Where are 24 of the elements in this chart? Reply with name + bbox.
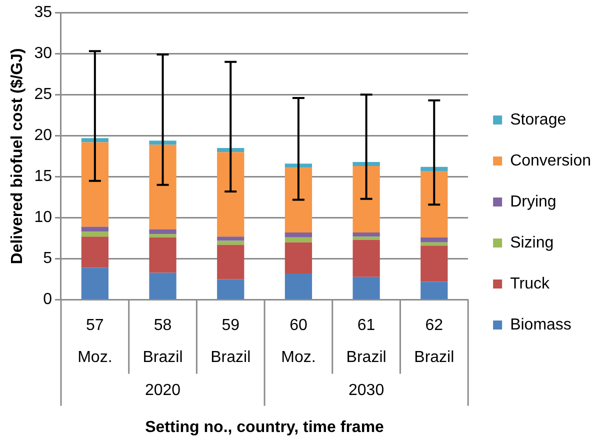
legend-label: Biomass bbox=[510, 316, 572, 334]
y-axis-title: Delivered biofuel cost ($/GJ) bbox=[9, 48, 26, 264]
text: 2030 bbox=[348, 382, 384, 400]
x-tick-label: 58 Brazil bbox=[142, 317, 183, 366]
y-tick-label: 30 bbox=[34, 45, 52, 62]
text: 2020 bbox=[144, 382, 181, 400]
y-tick-label: 5 bbox=[43, 250, 52, 268]
legend-label: Drying bbox=[510, 193, 556, 210]
y-tick-label: 20 bbox=[34, 127, 52, 144]
legend-label: Conversion bbox=[510, 152, 592, 170]
legend-label: Truck bbox=[510, 275, 550, 292]
x-axis-title: Setting no., country, time frame bbox=[145, 418, 384, 436]
x-tick-label: 59 Brazil bbox=[210, 317, 251, 366]
y-tick-label: 25 bbox=[34, 86, 52, 104]
legend-label: Sizing bbox=[510, 234, 554, 252]
legend-label: Storage bbox=[510, 111, 566, 128]
x-tick-label: 61 Brazil bbox=[346, 317, 386, 366]
y-tick-label: 15 bbox=[34, 168, 52, 186]
x-tick-label: 57 Moz. bbox=[78, 317, 112, 366]
y-tick-label: 0 bbox=[43, 291, 52, 308]
x-tick-label: 62 Brazil bbox=[414, 317, 454, 366]
y-tick-label: 10 bbox=[34, 209, 52, 226]
x-tick-label: 60 Moz. bbox=[281, 317, 316, 366]
y-tick-label: 35 bbox=[34, 4, 52, 22]
